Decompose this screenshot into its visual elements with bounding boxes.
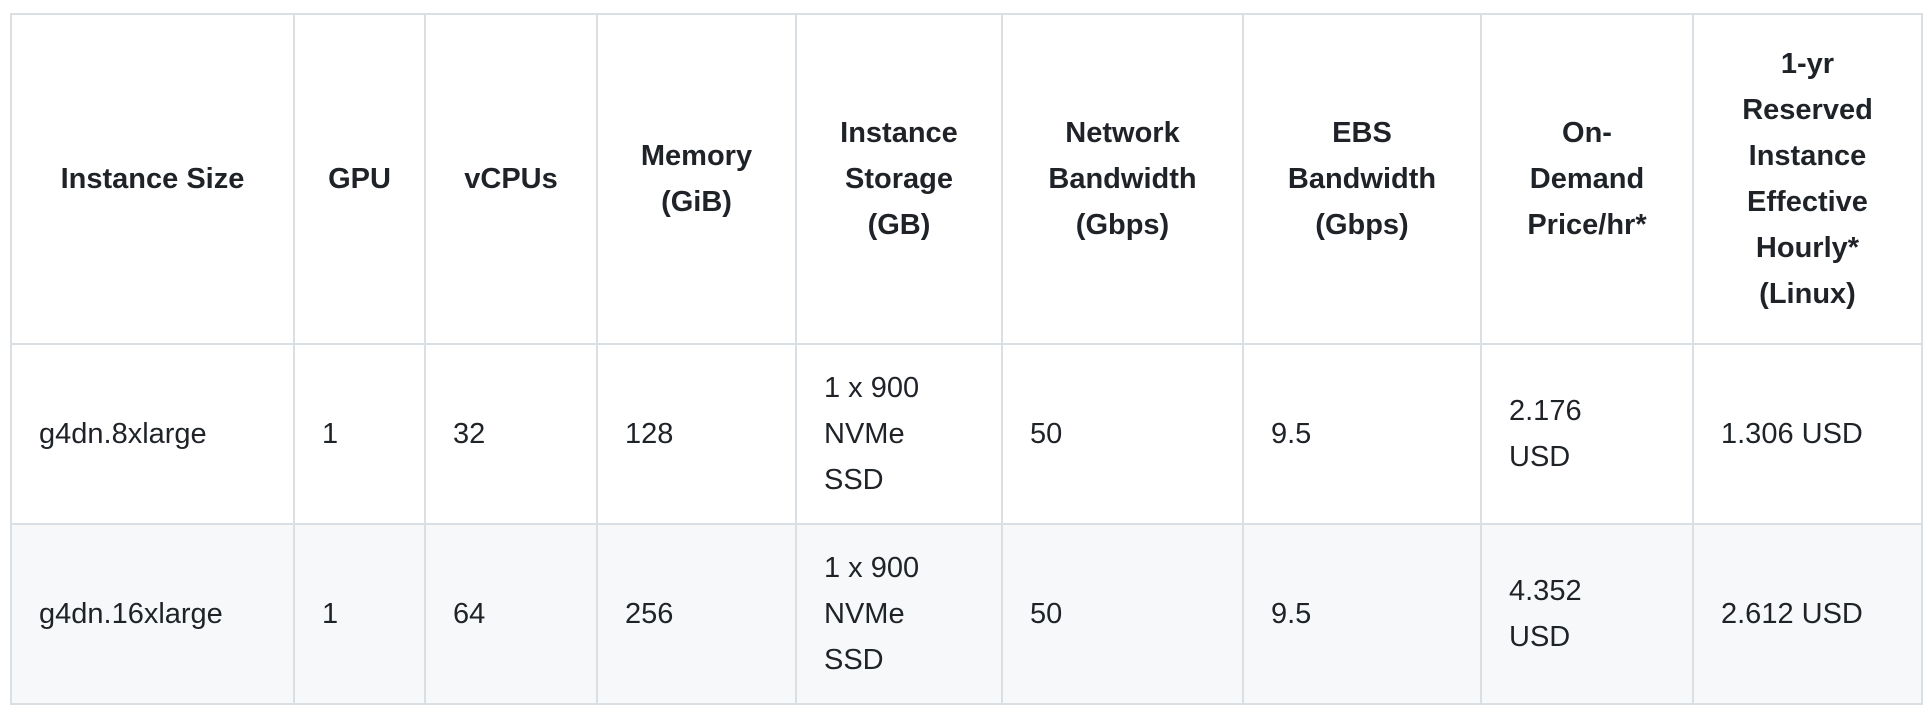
cell-text-line: 9.5 [1271, 418, 1312, 450]
cell-text-line: (Gbps) [1075, 209, 1170, 241]
cell-text-line: 256 [625, 598, 674, 630]
cell-text-line: SSD [824, 644, 884, 676]
cell-text-line: 64 [453, 598, 486, 630]
cell-gpu: 1 [293, 523, 426, 705]
cell-text-line: (GB) [867, 209, 931, 241]
cell-ebs-bandwidth: 9.5 [1242, 523, 1482, 705]
column-header-network-bandwidth-gbps: Network Bandwidth (Gbps) [1001, 13, 1244, 345]
cell-text-line: NVMe [824, 418, 905, 450]
column-header-1yr-reserved-effective-hourly: 1-yr Reserved Instance Effective Hourly* (Lin… [1692, 13, 1923, 345]
cell-memory: 128 [596, 343, 797, 525]
cell-text-line: Demand [1529, 163, 1645, 195]
table-row-g4dn-8xlarge: g4dn.8xlarge 1 32 128 1 x 900 NVMe SSD 50 … [10, 343, 1923, 525]
cell-text-line: Hourly* [1755, 232, 1860, 264]
cell-instance-storage: 1 x 900 NVMe SSD [795, 523, 1003, 705]
cell-text-line: 2.612 USD [1721, 598, 1863, 630]
cell-text-line: 2.176 [1509, 395, 1582, 427]
cell-text-line: vCPUs [464, 163, 558, 195]
cell-text-line: NVMe [824, 598, 905, 630]
cell-text-line: Instance [1748, 140, 1867, 172]
column-header-memory-gib: Memory (GiB) [596, 13, 797, 345]
cell-instance-size: g4dn.8xlarge [10, 343, 295, 525]
cell-vcpus: 64 [424, 523, 598, 705]
cell-text-line: Network [1065, 117, 1180, 149]
cell-network-bandwidth: 50 [1001, 523, 1244, 705]
column-header-gpu: GPU [293, 13, 426, 345]
cell-text-line: Effective [1747, 186, 1868, 218]
cell-instance-size: g4dn.16xlarge [10, 523, 295, 705]
cell-text-line: 1 [322, 418, 339, 450]
cell-text-line: 50 [1030, 418, 1063, 450]
cell-ebs-bandwidth: 9.5 [1242, 343, 1482, 525]
cell-instance-storage: 1 x 900 NVMe SSD [795, 343, 1003, 525]
cell-text-line: Storage [845, 163, 953, 195]
cell-text-line: 50 [1030, 598, 1063, 630]
instance-spec-table-container: Instance Size GPU vCPUs Memory (GiB) Inst… [10, 13, 1923, 705]
column-header-ebs-bandwidth-gbps: EBS Bandwidth (Gbps) [1242, 13, 1482, 345]
cell-reserved-price: 1.306 USD [1692, 343, 1923, 525]
cell-text-line: g4dn.16xlarge [39, 598, 223, 630]
cell-text-line: 1-yr [1780, 48, 1835, 80]
cell-network-bandwidth: 50 [1001, 343, 1244, 525]
column-header-instance-storage-gb: Instance Storage (GB) [795, 13, 1003, 345]
cell-text-line: (GiB) [661, 186, 732, 218]
cell-text-line: USD [1509, 441, 1571, 473]
column-header-vcpus: vCPUs [424, 13, 598, 345]
cell-text-line: Price/hr* [1527, 209, 1647, 241]
cell-text-line: g4dn.8xlarge [39, 418, 207, 450]
cell-text-line: 1 [322, 598, 339, 630]
cell-text-line: 9.5 [1271, 598, 1312, 630]
cell-text-line: GPU [328, 163, 391, 195]
cell-memory: 256 [596, 523, 797, 705]
cell-text-line: EBS [1332, 117, 1392, 149]
cell-text-line: Bandwidth [1287, 163, 1437, 195]
cell-text-line: 1 x 900 [824, 372, 920, 404]
cell-text-line: Bandwidth [1048, 163, 1197, 195]
cell-text-line: 1.306 USD [1721, 418, 1863, 450]
cell-gpu: 1 [293, 343, 426, 525]
cell-text-line: 4.352 [1509, 575, 1582, 607]
column-header-on-demand-price: On- Demand Price/hr* [1480, 13, 1694, 345]
cell-on-demand-price: 4.352 USD [1480, 523, 1694, 705]
cell-text-line: Reserved [1742, 94, 1873, 126]
table-row-g4dn-16xlarge: g4dn.16xlarge 1 64 256 1 x 900 NVMe SSD 50… [10, 523, 1923, 705]
cell-on-demand-price: 2.176 USD [1480, 343, 1694, 525]
cell-text-line: USD [1509, 621, 1571, 653]
cell-text-line: (Linux) [1759, 278, 1856, 310]
cell-text-line: On- [1562, 117, 1612, 149]
cell-vcpus: 32 [424, 343, 598, 525]
header-row: Instance Size GPU vCPUs Memory (GiB) Inst… [10, 13, 1923, 345]
column-header-instance-size: Instance Size [10, 13, 295, 345]
cell-text-line: SSD [824, 464, 884, 496]
cell-text-line: Instance Size [60, 163, 245, 195]
cell-text-line: 128 [625, 418, 674, 450]
cell-text-line: 32 [453, 418, 486, 450]
cell-text-line: (Gbps) [1315, 209, 1409, 241]
cell-text-line: Instance [840, 117, 958, 149]
cell-text-line: 1 x 900 [824, 552, 920, 584]
cell-reserved-price: 2.612 USD [1692, 523, 1923, 705]
cell-text-line: Memory [640, 140, 753, 172]
instance-spec-table: Instance Size GPU vCPUs Memory (GiB) Inst… [10, 13, 1923, 705]
